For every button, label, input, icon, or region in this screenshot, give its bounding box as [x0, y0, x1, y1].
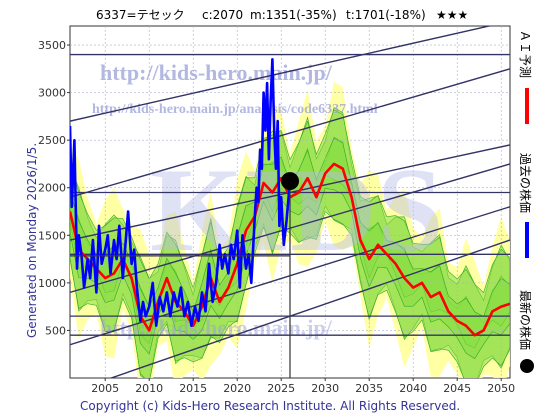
x-tick-label: 2005	[91, 382, 119, 395]
legend: ＡＩ予測 過去の株価 最新の株価	[518, 30, 534, 373]
forecast-band-4	[70, 137, 510, 359]
current-price: c:2070	[202, 8, 243, 22]
y-tick-label: 3500	[38, 39, 66, 52]
axis-ticks: 2005 2010 2015 2020 2025 2030 2035 2040 2045 2050…	[38, 39, 515, 395]
y-tick-label: 1000	[38, 277, 66, 290]
target-price: t:1701(-18%)	[346, 8, 426, 22]
legend-latest-swatch	[520, 359, 534, 373]
watermark-url-analysis: http://kids-hero.main.jp/analysis/code63…	[92, 102, 378, 117]
x-tick-label: 2015	[179, 382, 207, 395]
legend-latest-label: 最新の株価	[518, 290, 533, 350]
legend-past-label: 過去の株価	[518, 153, 533, 213]
stock-code-name: 6337=テセック	[96, 8, 185, 22]
y-tick-label: 500	[45, 324, 66, 337]
y-tick-label: 2500	[38, 134, 66, 147]
watermark-url: http://kids-hero.main.jp/	[100, 60, 333, 85]
y-tick-label: 3000	[38, 87, 66, 100]
x-tick-label: 2035	[355, 382, 383, 395]
x-tick-label: 2050	[487, 382, 515, 395]
copyright-text: Copyright (c) Kids-Hero Research Institu…	[80, 399, 460, 413]
rating-stars: ★★★	[436, 8, 468, 22]
x-tick-label: 2040	[399, 382, 427, 395]
x-tick-label: 2030	[311, 382, 339, 395]
latest-price-point	[281, 172, 299, 191]
channel-line	[70, 26, 493, 122]
x-tick-label: 2010	[135, 382, 163, 395]
series-line-past	[70, 57, 292, 328]
y-tick-label: 1500	[38, 229, 66, 242]
x-tick-label: 2045	[443, 382, 471, 395]
legend-forecast-label: ＡＩ予測	[518, 30, 532, 78]
channel-line	[70, 68, 510, 198]
x-tick-label: 2020	[223, 382, 251, 395]
generated-date-label: Generated on Monday 2026/1/5.	[25, 143, 39, 338]
watermark-url-bottom: http://kids-hero.main.jp/	[100, 315, 333, 340]
x-tick-label: 2025	[267, 382, 295, 395]
min-price: m:1351(-35%)	[250, 8, 337, 22]
y-tick-label: 2000	[38, 182, 66, 195]
